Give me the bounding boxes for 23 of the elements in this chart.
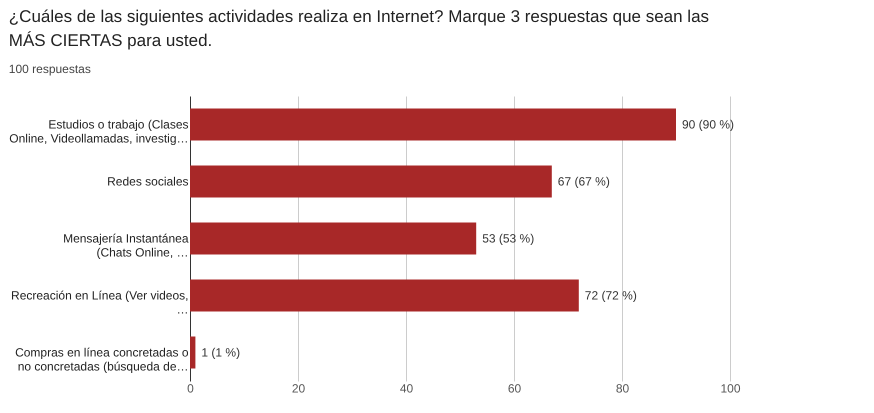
x-tick-label: 80 xyxy=(616,382,630,396)
x-tick-label: 20 xyxy=(292,382,306,396)
data-label: 72 (72 %) xyxy=(584,288,637,302)
bar xyxy=(190,336,196,368)
bar xyxy=(190,222,476,254)
data-label: 90 (90 %) xyxy=(682,118,734,132)
data-label: 1 (1 %) xyxy=(201,346,240,360)
y-tick-label: Mensajería Instantánea (Chats Online, … xyxy=(63,232,189,260)
x-tick-label: 100 xyxy=(720,382,741,396)
data-label: 67 (67 %) xyxy=(558,174,610,188)
bar xyxy=(190,280,579,312)
x-tick-label: 40 xyxy=(400,382,414,396)
bar xyxy=(190,166,552,198)
x-tick-label: 60 xyxy=(508,382,522,396)
chart-title: ¿Cuáles de las siguientes actividades realiza en Internet? Marque 3 respuestas que sean las MÁS CIERTAS para usted. xyxy=(8,7,710,50)
y-tick-label: Estudios o trabajo (Clases Online, Videollamadas, investig… xyxy=(9,118,188,146)
y-tick-label: Compras en línea concretadas o no concretadas (búsqueda de… xyxy=(15,346,189,374)
y-tick-label: Recreación en Línea (Ver videos, … xyxy=(11,288,188,316)
data-label: 53 (53 %) xyxy=(482,232,534,246)
bar xyxy=(190,108,676,140)
y-tick-label: Redes sociales xyxy=(107,174,188,188)
x-tick-label: 0 xyxy=(187,382,194,396)
text: 100 respuestas xyxy=(8,62,91,76)
